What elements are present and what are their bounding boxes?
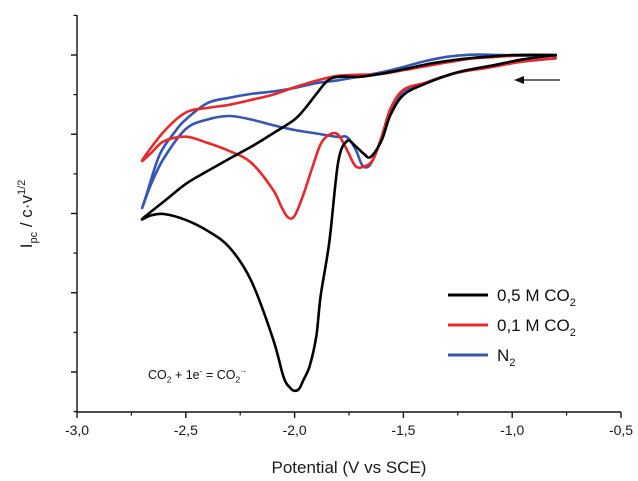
x-axis-title: Potential (V vs SCE) — [272, 458, 427, 477]
annotation-sup2: ·- — [240, 366, 246, 376]
y-axis-title-pc: pc — [28, 231, 40, 243]
x-tick-label: -2,5 — [174, 422, 198, 438]
legend-label-2: N2 — [497, 346, 515, 369]
x-tick-label: -3,0 — [65, 422, 89, 438]
legend-label-2-base: N — [497, 346, 509, 365]
y-axis-title-i: I — [17, 244, 36, 249]
scan-direction-arrow — [514, 76, 560, 84]
legend-label-0: 0,5 M CO2 — [497, 286, 576, 309]
annotation-sup1: - — [200, 366, 203, 376]
annotation-plus: + 1e — [171, 368, 199, 382]
legend-label-2-sub: 2 — [509, 357, 515, 369]
reaction-annotation: CO2 + 1e- = CO2·- — [148, 366, 246, 385]
x-tick-label: -0,5 — [609, 422, 633, 438]
annotation-eq: = CO — [202, 368, 235, 382]
x-tick-label: -1,0 — [500, 422, 524, 438]
annotation-sub2: 2 — [235, 375, 240, 385]
annotation-sub1: 2 — [167, 375, 172, 385]
legend-label-1-sub: 2 — [570, 327, 576, 339]
annotation-co: CO — [148, 368, 167, 382]
x-tick-label: -2,0 — [283, 422, 307, 438]
series-line-0 — [140, 53, 557, 393]
legend-label-0-base: 0,5 M CO — [497, 286, 570, 305]
legend-label-1-base: 0,1 M CO — [497, 316, 570, 335]
legend-label-0-sub: 2 — [570, 297, 576, 309]
arrow-head — [514, 76, 524, 84]
y-axis-title: Ipc / c·v1/2 — [16, 180, 40, 249]
legend-label-1: 0,1 M CO2 — [497, 316, 576, 339]
legend: 0,5 M CO2 0,1 M CO2 N2 — [448, 286, 576, 369]
y-axis-title-mid: / c·v — [17, 195, 36, 232]
x-ticks: -3,0 -2,5 -2,0 -1,5 -1,0 -0,5 — [65, 412, 633, 438]
series-lines — [140, 53, 557, 393]
y-ticks — [71, 14, 77, 413]
x-tick-label: -1,5 — [391, 422, 415, 438]
y-axis-title-sup: 1/2 — [16, 180, 28, 195]
